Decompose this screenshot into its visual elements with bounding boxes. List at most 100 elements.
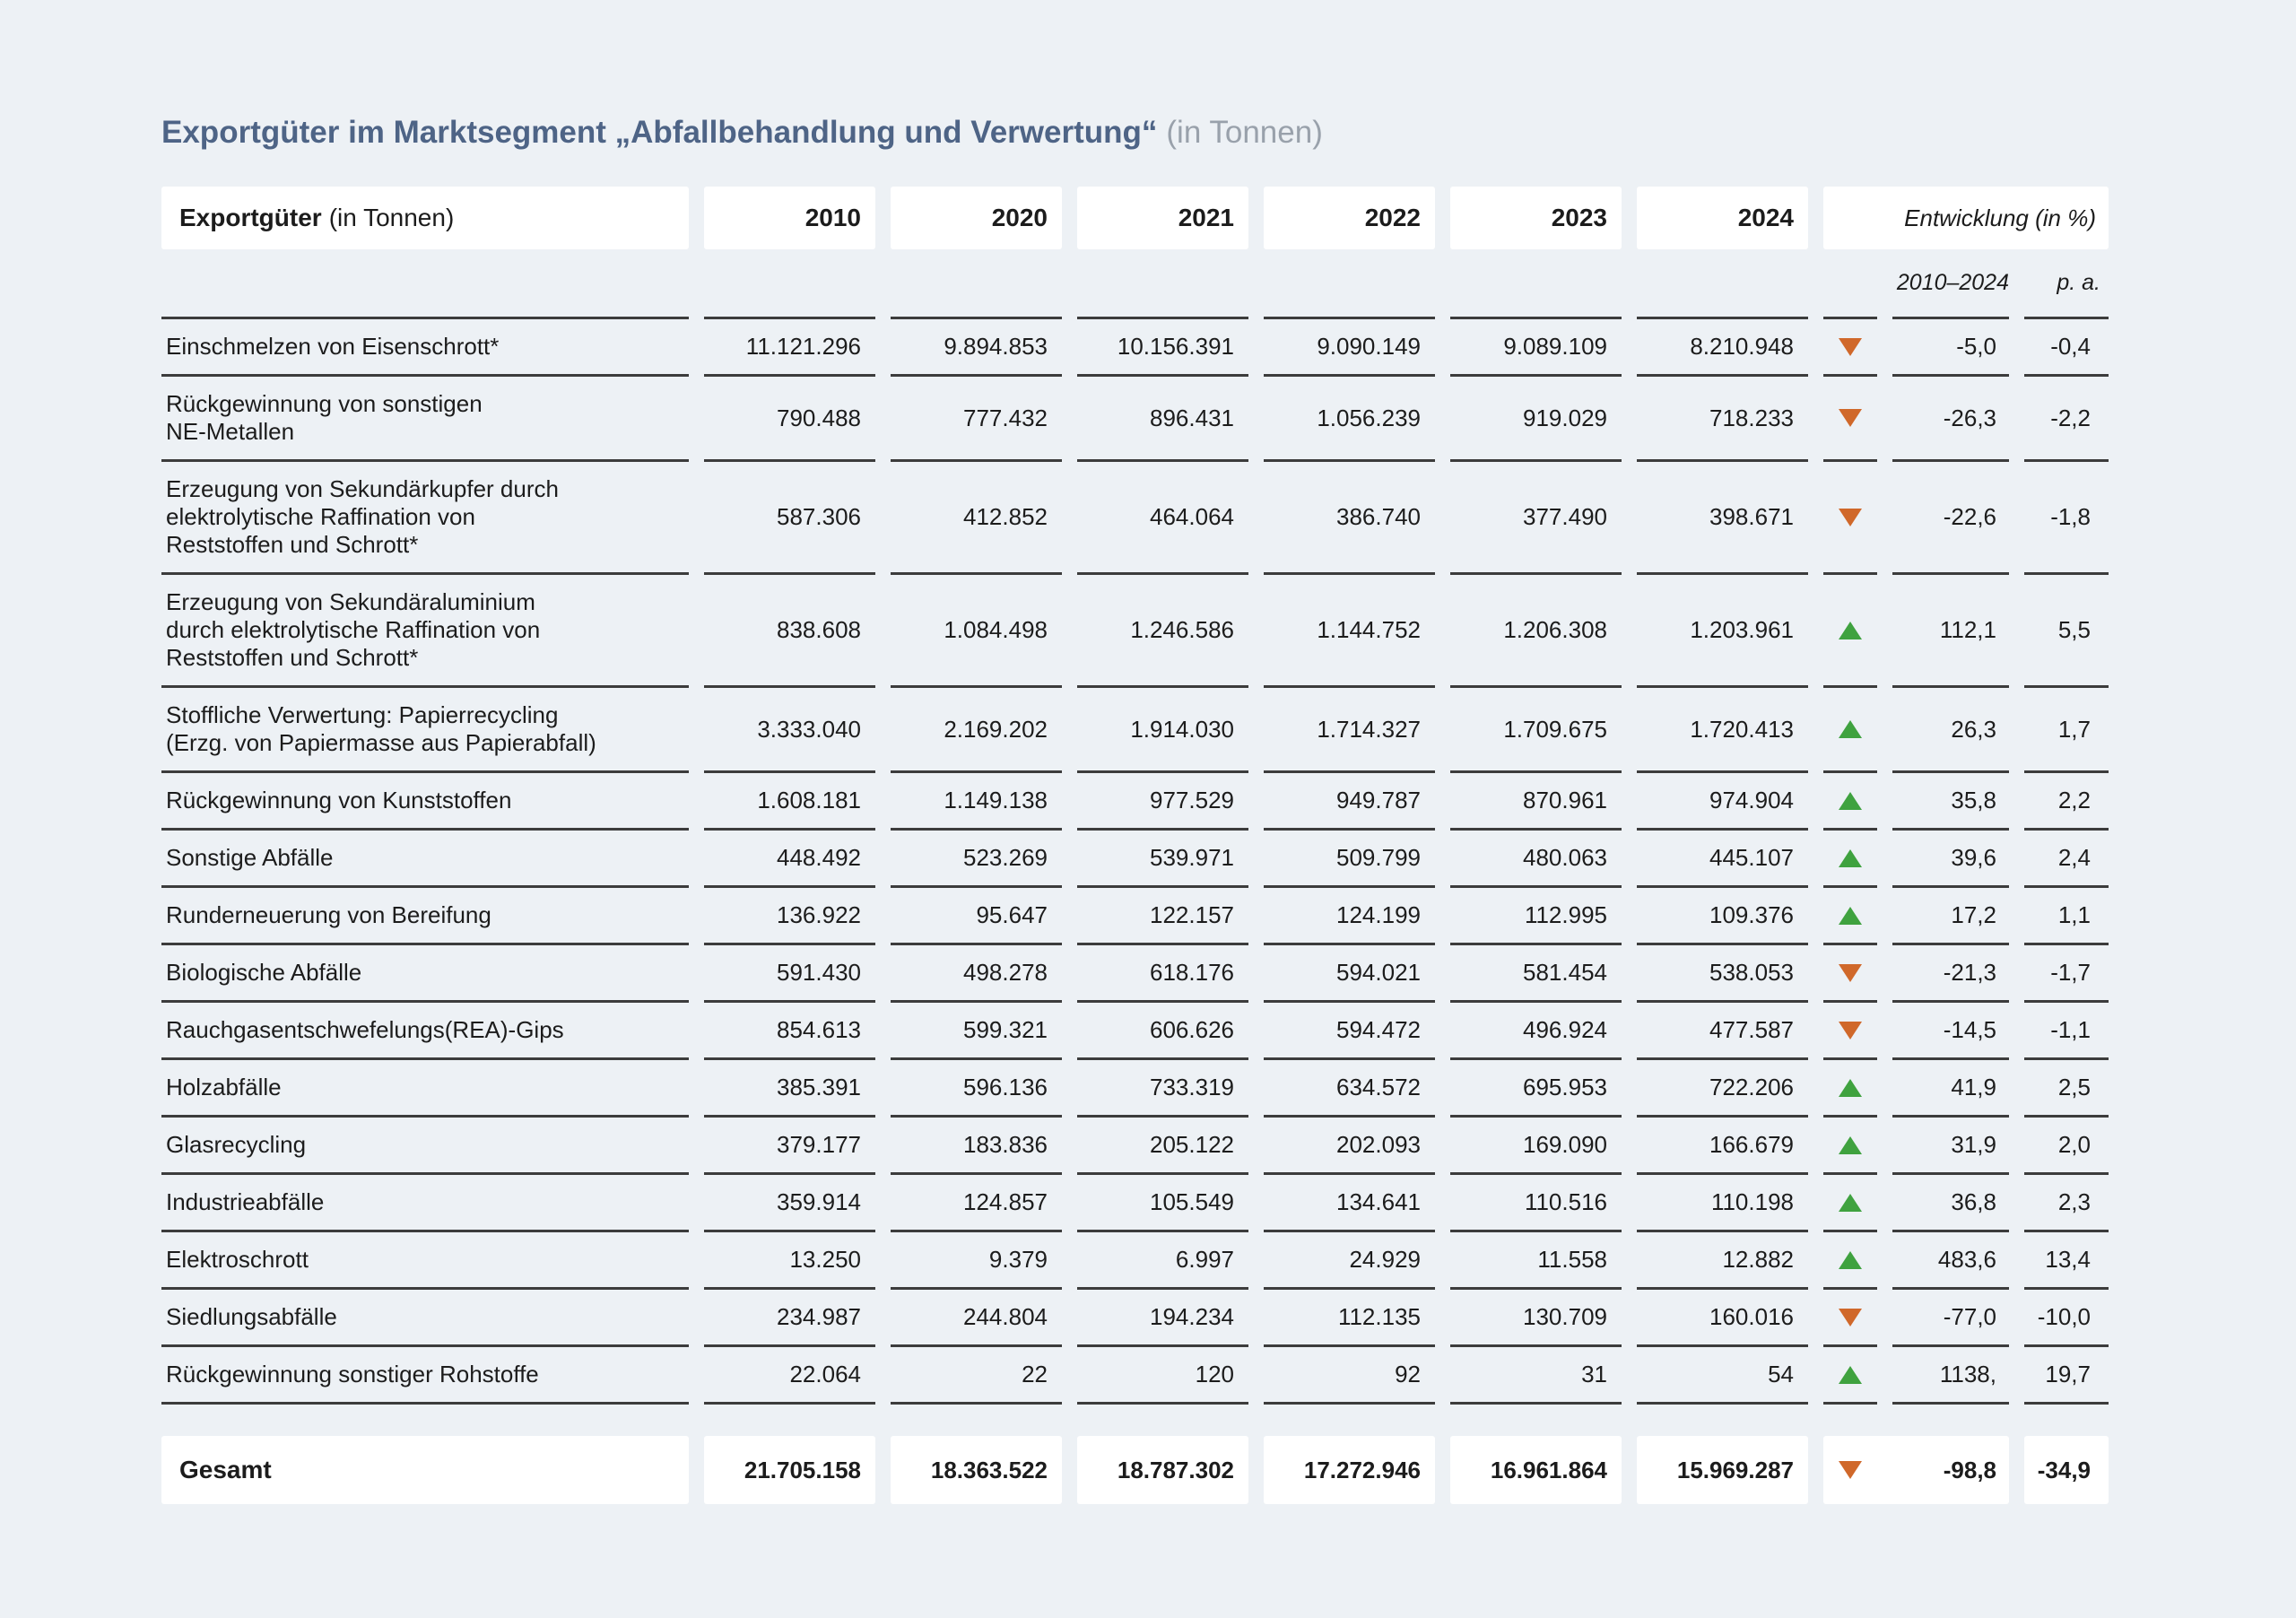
value-cell: 854.613 xyxy=(704,1000,875,1057)
trend-cell xyxy=(1823,828,1877,885)
value-cell: 498.278 xyxy=(891,943,1062,1000)
change-cell: 36,8 xyxy=(1892,1172,2009,1230)
value-cell: 1.084.498 xyxy=(891,572,1062,685)
row-label: Erzeugung von Sekundärkupfer durch elekt… xyxy=(161,459,689,572)
value-cell: 464.064 xyxy=(1077,459,1248,572)
table-row: Elektroschrott 13.250 9.379 6.997 24.929 11.5… xyxy=(161,1230,2109,1287)
value-cell: 412.852 xyxy=(891,459,1062,572)
value-cell: 9.379 xyxy=(891,1230,1062,1287)
total-value-2010: 21.705.158 xyxy=(704,1436,875,1504)
value-cell: 194.234 xyxy=(1077,1287,1248,1344)
row-label: Glasrecycling xyxy=(161,1115,689,1172)
trend-cell xyxy=(1823,317,1877,374)
value-cell: 1.709.675 xyxy=(1450,685,1622,770)
trend-cell xyxy=(1823,1230,1877,1287)
value-cell: 244.804 xyxy=(891,1287,1062,1344)
trend-up-icon xyxy=(1839,848,1862,867)
value-cell: 31 xyxy=(1450,1344,1622,1402)
value-cell: 523.269 xyxy=(891,828,1062,885)
change-cell: -21,3 xyxy=(1892,943,2009,1000)
trend-up-icon xyxy=(1839,1135,1862,1154)
value-cell: 398.671 xyxy=(1637,459,1808,572)
change-cell: 17,2 xyxy=(1892,885,2009,943)
total-pa-value: -34,9 xyxy=(2024,1436,2109,1504)
value-cell: 2.169.202 xyxy=(891,685,1062,770)
pa-cell: 1,1 xyxy=(2024,885,2109,943)
value-cell: 92 xyxy=(1264,1344,1435,1402)
value-cell: 594.472 xyxy=(1264,1000,1435,1057)
value-cell: 234.987 xyxy=(704,1287,875,1344)
total-value-2021: 18.787.302 xyxy=(1077,1436,1248,1504)
value-cell: 445.107 xyxy=(1637,828,1808,885)
header-year-2020: 2020 xyxy=(891,187,1062,249)
total-label: Gesamt xyxy=(161,1436,689,1504)
total-row: Gesamt 21.705.158 18.363.522 18.787.302 … xyxy=(161,1436,2109,1504)
row-label: Rückgewinnung von sonstigen NE-Metallen xyxy=(161,374,689,459)
table-row: Siedlungsabfälle 234.987 244.804 194.234 112… xyxy=(161,1287,2109,1344)
trend-cell xyxy=(1823,1172,1877,1230)
table-row: Sonstige Abfälle 448.492 523.269 539.971 509… xyxy=(161,828,2109,885)
trend-cell xyxy=(1823,685,1877,770)
trend-up-icon xyxy=(1839,906,1862,925)
subheader-pa: p. a. xyxy=(2057,270,2100,295)
table-header-row: Exportgüter (in Tonnen) 2010 2020 2021 2… xyxy=(161,187,2109,249)
pa-cell: 2,5 xyxy=(2024,1057,2109,1115)
row-label: Erzeugung von Sekundäraluminium durch el… xyxy=(161,572,689,685)
value-cell: 496.924 xyxy=(1450,1000,1622,1057)
value-cell: 183.836 xyxy=(891,1115,1062,1172)
value-cell: 377.490 xyxy=(1450,459,1622,572)
value-cell: 124.857 xyxy=(891,1172,1062,1230)
value-cell: 12.882 xyxy=(1637,1230,1808,1287)
row-label: Rauchgasentschwefelungs(REA)-Gips xyxy=(161,1000,689,1057)
trend-up-icon xyxy=(1839,1250,1862,1269)
change-cell: -14,5 xyxy=(1892,1000,2009,1057)
trend-cell xyxy=(1823,885,1877,943)
total-value-2022: 17.272.946 xyxy=(1264,1436,1435,1504)
value-cell: 134.641 xyxy=(1264,1172,1435,1230)
header-exportgueter: Exportgüter (in Tonnen) xyxy=(161,187,689,249)
total-value-2024: 15.969.287 xyxy=(1637,1436,1808,1504)
value-cell: 11.121.296 xyxy=(704,317,875,374)
table-row: Rückgewinnung sonstiger Rohstoffe 22.064 2… xyxy=(161,1344,2109,1402)
value-cell: 896.431 xyxy=(1077,374,1248,459)
value-cell: 9.090.149 xyxy=(1264,317,1435,374)
subheader-2010-2024: 2010–2024 xyxy=(1896,270,2009,295)
table-row: Einschmelzen von Eisenschrott* 11.121.296… xyxy=(161,317,2109,374)
value-cell: 777.432 xyxy=(891,374,1062,459)
value-cell: 22 xyxy=(891,1344,1062,1402)
value-cell: 1.246.586 xyxy=(1077,572,1248,685)
value-cell: 594.021 xyxy=(1264,943,1435,1000)
value-cell: 634.572 xyxy=(1264,1057,1435,1115)
trend-cell xyxy=(1823,1057,1877,1115)
header-year-2010: 2010 xyxy=(704,187,875,249)
table-row: Rückgewinnung von sonstigen NE-Metallen 7… xyxy=(161,374,2109,459)
change-cell: -22,6 xyxy=(1892,459,2009,572)
trend-down-icon xyxy=(1839,1308,1862,1327)
change-cell: 26,3 xyxy=(1892,685,2009,770)
change-cell: 483,6 xyxy=(1892,1230,2009,1287)
value-cell: 385.391 xyxy=(704,1057,875,1115)
pa-cell: -1,8 xyxy=(2024,459,2109,572)
trend-up-icon xyxy=(1839,791,1862,810)
total-change-box: -98,8 xyxy=(1823,1436,2009,1504)
value-cell: 870.961 xyxy=(1450,770,1622,828)
total-trend-icon xyxy=(1839,1461,1862,1479)
table-body: Einschmelzen von Eisenschrott* 11.121.296… xyxy=(161,317,2296,1402)
value-cell: 581.454 xyxy=(1450,943,1622,1000)
value-cell: 120 xyxy=(1077,1344,1248,1402)
trend-down-icon xyxy=(1839,1021,1862,1040)
row-label: Siedlungsabfälle xyxy=(161,1287,689,1344)
pa-cell: 19,7 xyxy=(2024,1344,2109,1402)
value-cell: 718.233 xyxy=(1637,374,1808,459)
trend-up-icon xyxy=(1839,1193,1862,1212)
pa-cell: 1,7 xyxy=(2024,685,2109,770)
trend-down-icon xyxy=(1839,963,1862,982)
pa-cell: -0,4 xyxy=(2024,317,2109,374)
value-cell: 538.053 xyxy=(1637,943,1808,1000)
value-cell: 477.587 xyxy=(1637,1000,1808,1057)
title-suffix: (in Tonnen) xyxy=(1166,115,1323,150)
value-cell: 606.626 xyxy=(1077,1000,1248,1057)
value-cell: 386.740 xyxy=(1264,459,1435,572)
row-label: Stoffliche Verwertung: Papierrecycling (… xyxy=(161,685,689,770)
pa-cell: -2,2 xyxy=(2024,374,2109,459)
